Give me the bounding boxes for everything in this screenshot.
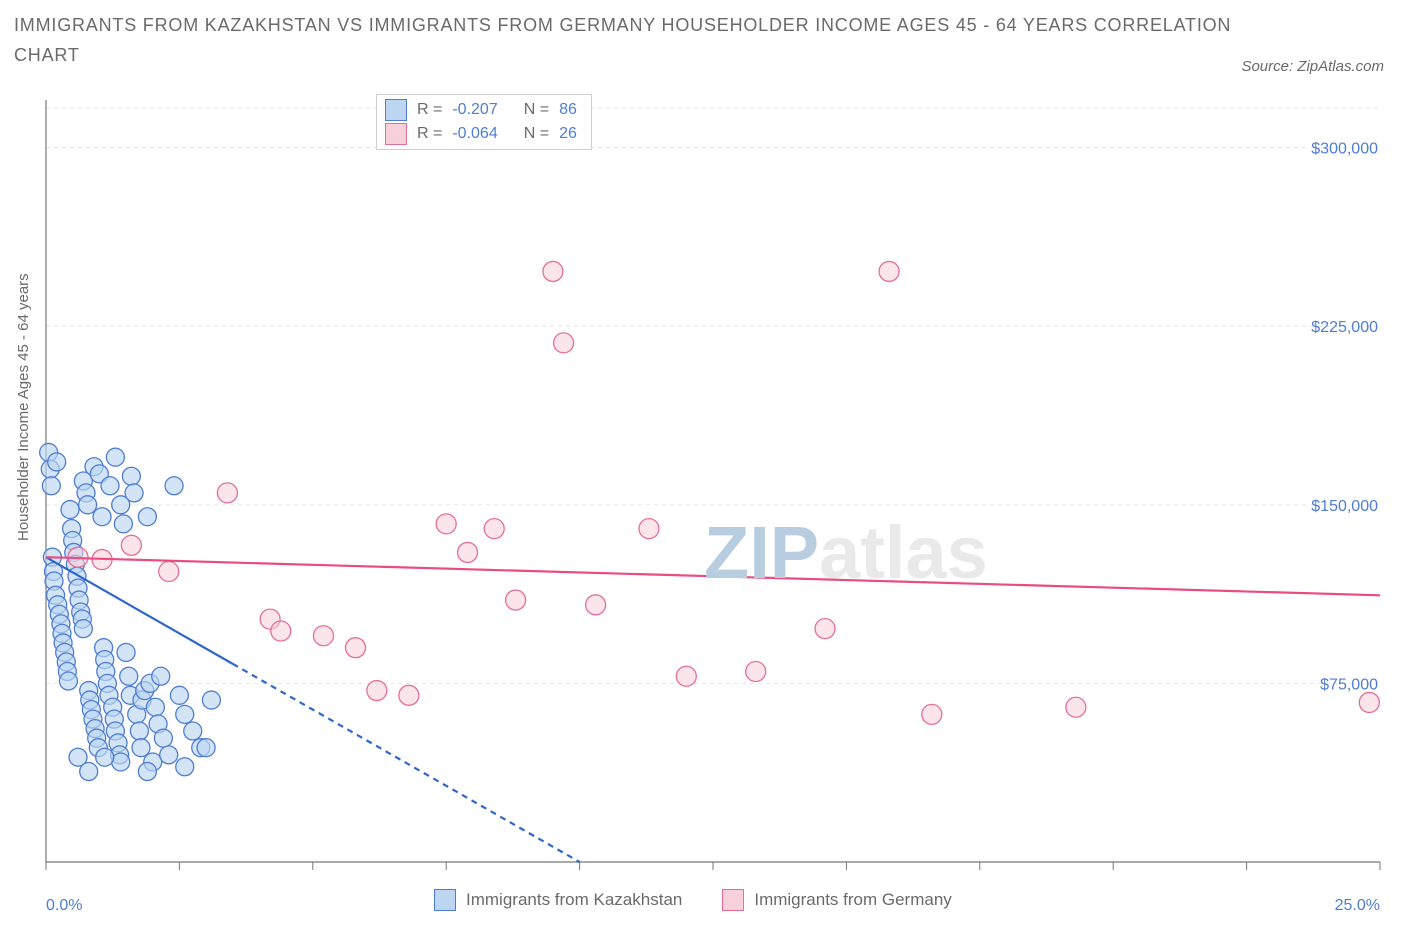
legend-item-0: Immigrants from Kazakhstan (434, 889, 682, 911)
stats-legend: R = -0.207 N = 86 R = -0.064 N = 26 (376, 94, 592, 150)
point (313, 626, 333, 646)
svg-text:Householder Income Ages 45 - 6: Householder Income Ages 45 - 64 years (15, 273, 32, 541)
series-legend: Immigrants from Kazakhstan Immigrants fro… (434, 889, 952, 911)
point (176, 758, 194, 776)
point (879, 261, 899, 281)
correlation-chart: $75,000 $150,000 $225,000 $300,000 0.0% 25.0%… (14, 92, 1392, 918)
point (132, 739, 150, 757)
point (815, 619, 835, 639)
point (458, 542, 478, 562)
point (61, 501, 79, 519)
point (106, 448, 124, 466)
point (217, 483, 237, 503)
svg-text:$75,000: $75,000 (1320, 676, 1378, 693)
point (159, 561, 179, 581)
point (543, 261, 563, 281)
point (184, 722, 202, 740)
page-root: IMMIGRANTS FROM KAZAKHSTAN VS IMMIGRANTS… (0, 0, 1406, 930)
svg-text:$300,000: $300,000 (1311, 141, 1378, 158)
point (197, 739, 215, 757)
point (399, 685, 419, 705)
point (154, 729, 172, 747)
point (676, 666, 696, 686)
point (138, 508, 156, 526)
point (125, 484, 143, 502)
point (101, 477, 119, 495)
point (554, 333, 574, 353)
point (506, 590, 526, 610)
point (42, 477, 60, 495)
point (176, 705, 194, 723)
legend-label: Immigrants from Germany (754, 890, 951, 910)
point (48, 453, 66, 471)
n-value: 86 (559, 101, 577, 119)
series-germany (68, 261, 1379, 724)
svg-text:25.0%: 25.0% (1335, 897, 1380, 914)
point (121, 535, 141, 555)
stats-swatch-icon (385, 99, 407, 121)
point (746, 662, 766, 682)
point (79, 496, 97, 514)
trend-germany (46, 557, 1380, 595)
point (80, 763, 98, 781)
svg-text:$150,000: $150,000 (1311, 498, 1378, 515)
r-label: R = (417, 125, 442, 143)
point (96, 748, 114, 766)
stats-row-0: R = -0.207 N = 86 (385, 99, 577, 121)
stats-swatch-icon (385, 123, 407, 145)
r-value: -0.064 (452, 125, 497, 143)
point (93, 508, 111, 526)
point (1359, 692, 1379, 712)
svg-text:$225,000: $225,000 (1311, 319, 1378, 336)
r-value: -0.207 (452, 101, 497, 119)
point (146, 698, 164, 716)
point (170, 686, 188, 704)
point (345, 638, 365, 658)
point (152, 667, 170, 685)
point (130, 722, 148, 740)
n-label: N = (524, 101, 549, 119)
point (74, 620, 92, 638)
source-attribution: Source: ZipAtlas.com (1241, 58, 1384, 75)
point (114, 515, 132, 533)
point (138, 763, 156, 781)
legend-label: Immigrants from Kazakhstan (466, 890, 682, 910)
point (484, 519, 504, 539)
legend-swatch-icon (434, 889, 456, 911)
series-kazakhstan (40, 443, 221, 780)
point (586, 595, 606, 615)
legend-swatch-icon (722, 889, 744, 911)
chart-svg: $75,000 $150,000 $225,000 $300,000 0.0% 25.0%… (14, 92, 1392, 918)
legend-item-1: Immigrants from Germany (722, 889, 951, 911)
r-label: R = (417, 101, 442, 119)
point (165, 477, 183, 495)
n-value: 26 (559, 125, 577, 143)
point (160, 746, 178, 764)
point (202, 691, 220, 709)
point (367, 681, 387, 701)
point (922, 704, 942, 724)
point (122, 467, 140, 485)
point (117, 643, 135, 661)
svg-text:0.0%: 0.0% (46, 897, 82, 914)
chart-title: IMMIGRANTS FROM KAZAKHSTAN VS IMMIGRANTS… (14, 10, 1246, 70)
point (120, 667, 138, 685)
n-label: N = (524, 125, 549, 143)
point (639, 519, 659, 539)
stats-row-1: R = -0.064 N = 26 (385, 123, 577, 145)
point (436, 514, 456, 534)
point (59, 672, 77, 690)
point (112, 753, 130, 771)
point (1066, 697, 1086, 717)
point (271, 621, 291, 641)
